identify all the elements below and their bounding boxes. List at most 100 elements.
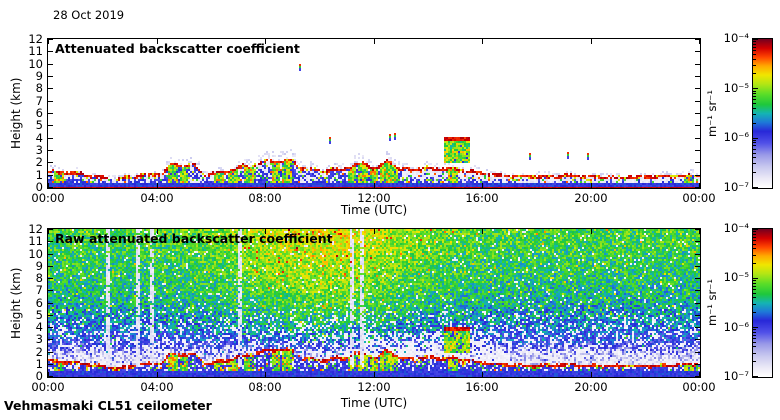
- axis-tick: [48, 39, 49, 44]
- axis-tick: [695, 39, 700, 40]
- x-tick-label: 16:00: [465, 380, 499, 394]
- axis-tick: [695, 352, 700, 353]
- axis-tick: [265, 229, 266, 234]
- bottom-colorbar-gradient: [753, 229, 772, 377]
- axis-tick: [695, 376, 700, 377]
- colorbar-tick-label: 10⁻⁶: [723, 319, 749, 334]
- x-tick-label: 08:00: [248, 191, 282, 205]
- axis-tick: [695, 364, 700, 365]
- colorbar-tick-label: 10⁻⁴: [723, 31, 749, 45]
- top-colorbar-unit-label: m⁻¹ sr⁻¹: [705, 90, 719, 137]
- y-tick-label: 2: [35, 345, 43, 359]
- axis-tick: [48, 229, 53, 230]
- axis-tick: [48, 76, 53, 77]
- date-label: 28 Oct 2019: [53, 8, 125, 22]
- axis-tick: [157, 39, 158, 44]
- axis-tick: [48, 229, 49, 234]
- axis-tick: [695, 138, 700, 139]
- y-tick-label: 11: [28, 44, 43, 58]
- axis-tick: [695, 229, 700, 230]
- axis-tick: [48, 290, 53, 291]
- axis-tick: [48, 113, 53, 114]
- axis-tick: [48, 175, 53, 176]
- axis-tick: [591, 229, 592, 234]
- y-tick-label: 4: [35, 131, 43, 145]
- y-tick-label: 7: [35, 94, 43, 108]
- axis-tick: [48, 266, 53, 267]
- axis-tick: [695, 175, 700, 176]
- colorbar-tick-label: 10⁻⁴: [723, 221, 749, 235]
- attenuated-backscatter-heatmap: [48, 39, 700, 188]
- axis-tick: [48, 125, 53, 126]
- axis-tick: [48, 327, 53, 328]
- x-tick-label: 00:00: [682, 191, 716, 205]
- bottom-x-axis-label: Time (UTC): [340, 396, 408, 410]
- axis-tick: [695, 339, 700, 340]
- axis-tick: [695, 278, 700, 279]
- y-tick-label: 9: [35, 69, 43, 83]
- axis-tick: [48, 315, 53, 316]
- axis-tick: [48, 352, 53, 353]
- y-tick-label: 12: [28, 222, 43, 236]
- raw-backscatter-heatmap: [48, 229, 700, 377]
- axis-tick: [48, 88, 53, 89]
- x-tick-label: 12:00: [357, 380, 391, 394]
- axis-tick: [265, 372, 266, 377]
- axis-tick: [482, 229, 483, 234]
- axis-tick: [48, 150, 53, 151]
- axis-tick: [695, 327, 700, 328]
- axis-tick: [695, 266, 700, 267]
- axis-tick: [157, 229, 158, 234]
- axis-tick: [695, 64, 700, 65]
- y-tick-label: 0: [35, 369, 43, 383]
- bottom-colorbar-unit-label: m⁻¹ sr⁻¹: [705, 279, 719, 327]
- axis-tick: [695, 125, 700, 126]
- axis-tick: [48, 187, 53, 188]
- y-tick-label: 1: [35, 357, 43, 371]
- y-tick-label: 5: [35, 118, 43, 132]
- x-tick-label: 20:00: [574, 191, 608, 205]
- y-tick-label: 9: [35, 259, 43, 273]
- axis-tick: [48, 162, 53, 163]
- y-tick-label: 1: [35, 168, 43, 182]
- axis-tick: [591, 372, 592, 377]
- axis-tick: [48, 241, 53, 242]
- axis-tick: [695, 187, 700, 188]
- x-tick-label: 12:00: [357, 191, 391, 205]
- colorbar-tick-label: 10⁻⁷: [723, 369, 749, 383]
- y-tick-label: 8: [35, 271, 43, 285]
- axis-tick: [157, 183, 158, 188]
- axis-tick: [48, 138, 53, 139]
- x-tick-label: 04:00: [140, 191, 174, 205]
- axis-tick: [374, 39, 375, 44]
- y-tick-label: 7: [35, 283, 43, 297]
- axis-tick: [695, 162, 700, 163]
- instrument-label: Vehmasmaki CL51 ceilometer: [4, 398, 212, 413]
- y-tick-label: 3: [35, 332, 43, 346]
- top-x-axis-label: Time (UTC): [340, 203, 408, 217]
- axis-tick: [695, 88, 700, 89]
- y-tick-label: 6: [35, 296, 43, 310]
- axis-tick: [699, 183, 700, 188]
- axis-tick: [482, 39, 483, 44]
- x-tick-label: 16:00: [465, 191, 499, 205]
- top-panel-title: Attenuated backscatter coefficient: [55, 41, 300, 56]
- y-tick-label: 6: [35, 106, 43, 120]
- axis-tick: [374, 372, 375, 377]
- axis-tick: [695, 241, 700, 242]
- y-tick-label: 11: [28, 234, 43, 248]
- axis-tick: [695, 254, 700, 255]
- axis-tick: [695, 101, 700, 102]
- axis-tick: [48, 254, 53, 255]
- y-tick-label: 10: [28, 57, 43, 71]
- axis-tick: [265, 39, 266, 44]
- colorbar-tick-label: 10⁻⁵: [723, 270, 749, 285]
- axis-tick: [695, 76, 700, 77]
- axis-tick: [699, 39, 700, 44]
- x-tick-label: 04:00: [140, 380, 174, 394]
- y-tick-label: 2: [35, 155, 43, 169]
- y-tick-label: 8: [35, 81, 43, 95]
- axis-tick: [695, 150, 700, 151]
- axis-tick: [48, 372, 49, 377]
- axis-tick: [48, 376, 53, 377]
